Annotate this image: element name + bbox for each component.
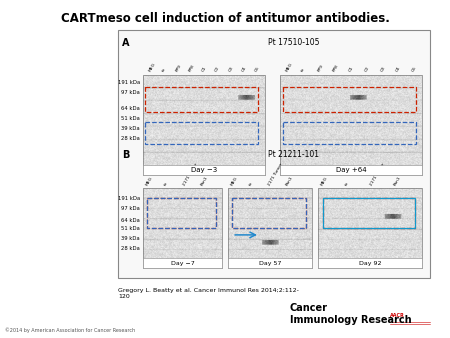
Text: 51 kDa: 51 kDa: [121, 225, 140, 231]
Text: FP9: FP9: [175, 64, 182, 73]
Bar: [232, 198, 306, 228]
Text: 28 kDa: 28 kDa: [121, 136, 140, 141]
Text: Pan1: Pan1: [201, 175, 209, 186]
Text: MEG: MEG: [145, 175, 153, 186]
Text: 191 kDa: 191 kDa: [118, 80, 140, 86]
Text: B: B: [122, 150, 130, 160]
Text: tx: tx: [248, 180, 254, 186]
Bar: [143, 75, 265, 175]
Text: C1: C1: [201, 66, 207, 73]
Text: 97 kDa: 97 kDa: [121, 91, 140, 96]
Text: MEG: MEG: [320, 175, 328, 186]
Text: FP8: FP8: [188, 64, 195, 73]
Text: Pan1: Pan1: [393, 175, 402, 186]
Text: C4: C4: [241, 66, 248, 73]
Bar: [318, 188, 422, 268]
Text: Day −7: Day −7: [171, 261, 194, 266]
Text: Day +64: Day +64: [336, 167, 366, 173]
Text: A: A: [122, 38, 130, 48]
Bar: [232, 198, 306, 228]
Bar: [280, 75, 422, 175]
Text: Day 92: Day 92: [359, 261, 381, 266]
Bar: [283, 122, 416, 144]
Text: tx: tx: [161, 67, 167, 73]
Bar: [118, 30, 430, 278]
Text: 191 kDa: 191 kDa: [118, 195, 140, 200]
Text: 2171 Tumor: 2171 Tumor: [369, 162, 385, 186]
Text: ©2014 by American Association for Cancer Research: ©2014 by American Association for Cancer…: [5, 328, 135, 333]
Text: C5: C5: [254, 66, 261, 73]
Text: Day 57: Day 57: [259, 261, 281, 266]
Text: 2171 Tumor: 2171 Tumor: [267, 162, 284, 186]
Text: C1: C1: [348, 66, 355, 73]
Text: tx: tx: [345, 180, 350, 186]
Text: 97 kDa: 97 kDa: [121, 206, 140, 211]
Text: Gregory L. Beatty et al. Cancer Immunol Res 2014;2:112-
120: Gregory L. Beatty et al. Cancer Immunol …: [118, 288, 299, 299]
Bar: [280, 165, 422, 175]
Text: C5: C5: [411, 66, 418, 73]
Text: 51 kDa: 51 kDa: [121, 116, 140, 121]
Text: Cancer
Immunology Research: Cancer Immunology Research: [290, 304, 412, 325]
Text: 39 kDa: 39 kDa: [122, 236, 140, 241]
Text: Day −3: Day −3: [191, 167, 217, 173]
Text: tx: tx: [163, 180, 169, 186]
Text: Pt 17510-105: Pt 17510-105: [268, 38, 320, 47]
Text: 39 kDa: 39 kDa: [122, 125, 140, 130]
Text: Pt 21211-101: Pt 21211-101: [269, 150, 320, 159]
Bar: [147, 198, 216, 228]
Bar: [143, 165, 265, 175]
Text: CARTmeso cell induction of antitumor antibodies.: CARTmeso cell induction of antitumor ant…: [61, 12, 389, 25]
Bar: [143, 188, 222, 268]
Text: 64 kDa: 64 kDa: [121, 105, 140, 111]
Bar: [145, 122, 258, 144]
Text: MEG: MEG: [230, 175, 239, 186]
Text: C2: C2: [364, 66, 370, 73]
Text: MEG: MEG: [285, 63, 293, 73]
Text: C2: C2: [215, 66, 221, 73]
Text: C4: C4: [396, 66, 402, 73]
Text: C3: C3: [228, 66, 234, 73]
Text: MEG: MEG: [148, 63, 157, 73]
Text: 64 kDa: 64 kDa: [121, 217, 140, 222]
Text: AACR: AACR: [390, 313, 405, 318]
Text: Pan1: Pan1: [285, 175, 294, 186]
Text: tx: tx: [301, 67, 306, 73]
Bar: [147, 198, 216, 228]
Bar: [143, 258, 222, 268]
Bar: [228, 258, 312, 268]
Text: C3: C3: [380, 66, 386, 73]
Text: FP8: FP8: [333, 64, 340, 73]
Bar: [323, 198, 415, 228]
Text: FP9: FP9: [317, 64, 324, 73]
Bar: [228, 188, 312, 268]
Bar: [283, 87, 416, 112]
Text: 2171 Tumor: 2171 Tumor: [182, 162, 198, 186]
Bar: [145, 87, 258, 112]
Bar: [323, 198, 415, 228]
Bar: [318, 258, 422, 268]
Text: 28 kDa: 28 kDa: [121, 245, 140, 250]
